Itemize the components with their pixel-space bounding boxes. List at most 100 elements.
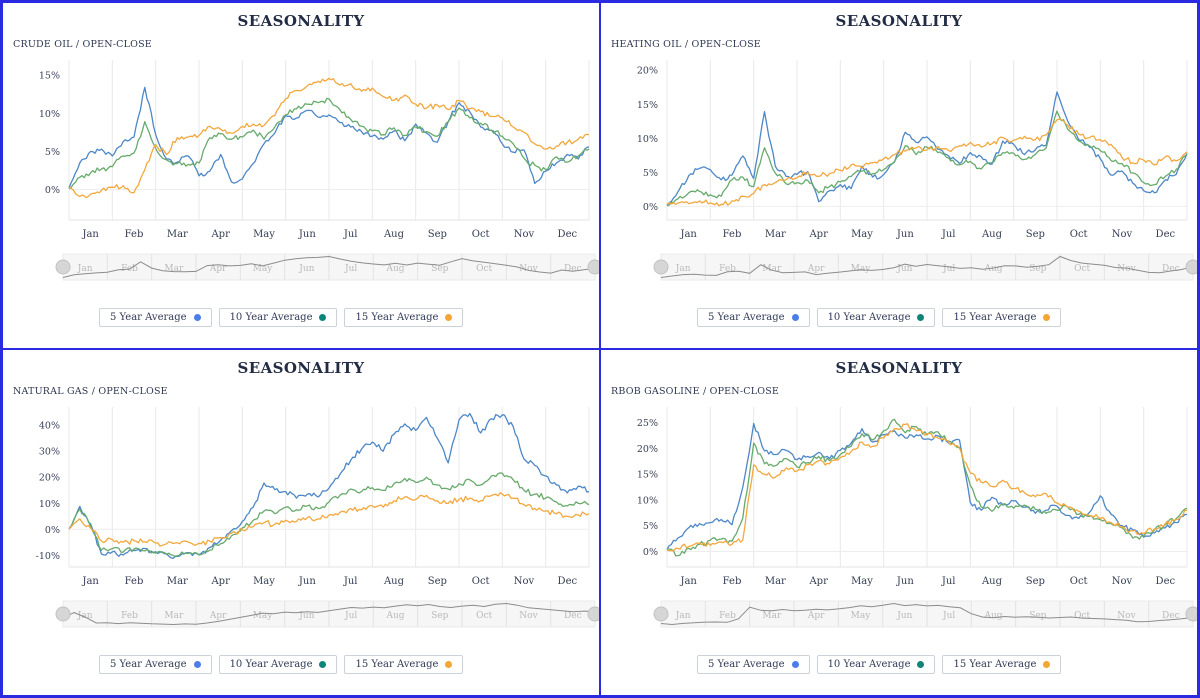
plot-area[interactable]: 0% 5% 10% 15% 20% Jan Feb Mar Apr May Jun Jul Aug Sep… — [601, 52, 1197, 250]
x-axis-label: Jun — [298, 576, 316, 587]
x-axis-label: Jul — [941, 229, 956, 240]
y-axis-label: -10% — [36, 551, 60, 562]
legend-label: 5 Year Average — [708, 659, 785, 670]
legend-button-5-year-average[interactable]: 5 Year Average — [697, 655, 810, 674]
navigator-month-label: Jun — [298, 611, 314, 621]
range-navigator[interactable]: Jan Feb Mar Apr May Jun Jul Aug Sep Oct Nov Dec — [3, 597, 599, 633]
legend-button-15-year-average[interactable]: 15 Year Average — [344, 308, 464, 327]
navigator-month-label: Nov — [519, 264, 538, 274]
series-line-15-year-average — [68, 77, 590, 199]
navigator-month-label: Aug — [983, 264, 1002, 274]
navigator-month-label: Nov — [519, 611, 538, 621]
legend-dot-icon — [193, 661, 201, 668]
y-axis-label: 10% — [39, 109, 60, 120]
navigator-month-label: May — [253, 611, 274, 621]
legend-button-10-year-average[interactable]: 10 Year Average — [816, 655, 936, 674]
y-axis-label: 15% — [39, 71, 60, 82]
navigator-svg[interactable]: Jan Feb Mar Apr May Jun Jul Aug Sep Oct Nov Dec — [601, 597, 1198, 633]
x-axis-label: Jul — [941, 576, 956, 587]
navigator-handle-right[interactable] — [587, 259, 600, 275]
navigator-handle-left[interactable] — [55, 259, 71, 275]
plot-area[interactable]: 0% 5% 10% 15% Jan Feb Mar Apr May Jun Jul Aug Sep Oct… — [3, 52, 599, 250]
x-axis-label: Oct — [1070, 576, 1088, 587]
navigator-month-label: May — [253, 264, 274, 274]
series-line-10-year-average — [68, 472, 590, 557]
chart-subtitle: NATURAL GAS / OPEN-CLOSE — [13, 386, 168, 397]
navigator-series-line — [62, 602, 596, 626]
seasonality-panel-rbob-gasoline: SEASONALITY RBOB GASOLINE / OPEN-CLOSE 0… — [600, 349, 1198, 696]
navigator-series-line — [660, 255, 1194, 278]
x-axis-label: Mar — [167, 576, 188, 587]
x-axis-label: Jul — [343, 576, 358, 587]
x-axis-label: Dec — [1156, 576, 1176, 587]
legend-dot-icon — [917, 661, 925, 668]
y-axis-label: 30% — [39, 447, 60, 458]
y-axis-label: 10% — [637, 495, 658, 506]
legend-label: 5 Year Average — [110, 659, 187, 670]
y-axis-label: 10% — [39, 499, 60, 510]
navigator-month-label: Aug — [983, 611, 1002, 621]
navigator-month-label: Oct — [1074, 264, 1090, 274]
legend-label: 10 Year Average — [229, 659, 313, 670]
x-axis-label: Jan — [679, 229, 697, 240]
navigator-svg[interactable]: Jan Feb Mar Apr May Jun Jul Aug Sep Oct Nov Dec — [3, 250, 600, 286]
x-axis-label: Aug — [981, 576, 1003, 587]
legend-button-10-year-average[interactable]: 10 Year Average — [218, 655, 338, 674]
legend-button-15-year-average[interactable]: 15 Year Average — [942, 655, 1062, 674]
legend-button-15-year-average[interactable]: 15 Year Average — [344, 655, 464, 674]
x-axis-label: Nov — [1112, 576, 1133, 587]
series-line-10-year-average — [68, 97, 590, 190]
x-axis-label: Dec — [558, 229, 578, 240]
seasonality-chart-svg: 0% 5% 10% 15% Jan Feb Mar Apr May Jun Jul Aug Sep Oct… — [39, 60, 590, 240]
navigator-handle-left[interactable] — [55, 606, 71, 622]
chart-subtitle: RBOB GASOLINE / OPEN-CLOSE — [611, 386, 780, 397]
legend-button-10-year-average[interactable]: 10 Year Average — [816, 308, 936, 327]
navigator-month-label: Sep — [1029, 611, 1046, 621]
x-axis-label: Apr — [808, 229, 828, 240]
legend-button-5-year-average[interactable]: 5 Year Average — [99, 308, 212, 327]
navigator-month-label: Feb — [719, 611, 736, 621]
x-axis-label: Aug — [383, 229, 405, 240]
range-navigator[interactable]: Jan Feb Mar Apr May Jun Jul Aug Sep Oct Nov Dec — [3, 250, 599, 286]
range-navigator[interactable]: Jan Feb Mar Apr May Jun Jul Aug Sep Oct Nov Dec — [601, 250, 1197, 286]
range-navigator[interactable]: Jan Feb Mar Apr May Jun Jul Aug Sep Oct Nov Dec — [601, 597, 1197, 633]
navigator-handle-right[interactable] — [1185, 606, 1198, 622]
navigator-month-label: May — [851, 264, 872, 274]
navigator-svg[interactable]: Jan Feb Mar Apr May Jun Jul Aug Sep Oct Nov Dec — [601, 250, 1198, 286]
chart-title: SEASONALITY — [835, 12, 963, 30]
navigator-month-label: Apr — [807, 611, 825, 621]
legend-dot-icon — [445, 314, 453, 321]
x-axis-label: Apr — [210, 229, 230, 240]
chart-title: SEASONALITY — [237, 359, 365, 377]
navigator-month-label: Sep — [431, 264, 448, 274]
navigator-month-label: Jun — [896, 264, 912, 274]
legend-button-10-year-average[interactable]: 10 Year Average — [218, 308, 338, 327]
navigator-handle-right[interactable] — [587, 606, 600, 622]
y-axis-label: 15% — [637, 100, 658, 111]
y-axis-label: 40% — [39, 421, 60, 432]
navigator-handle-right[interactable] — [1185, 259, 1198, 275]
x-axis-label: Oct — [1070, 229, 1088, 240]
legend: 5 Year Average 10 Year Average 15 Year Ave… — [697, 308, 1197, 327]
legend-button-15-year-average[interactable]: 15 Year Average — [942, 308, 1062, 327]
navigator-month-label: Aug — [385, 264, 404, 274]
legend-button-5-year-average[interactable]: 5 Year Average — [99, 655, 212, 674]
legend: 5 Year Average 10 Year Average 15 Year Ave… — [99, 655, 599, 674]
navigator-month-label: Jun — [298, 264, 314, 274]
x-axis-label: Feb — [723, 576, 742, 587]
navigator-handle-left[interactable] — [653, 606, 669, 622]
x-axis-label: Dec — [558, 576, 578, 587]
x-axis-label: Oct — [472, 229, 490, 240]
plot-area[interactable]: 0% 5% 10% 15% 20% 25% Jan Feb Mar Apr May Jun Jul Aug… — [601, 399, 1197, 597]
navigator-series-line — [660, 602, 1194, 626]
x-axis-label: Nov — [514, 576, 535, 587]
navigator-svg[interactable]: Jan Feb Mar Apr May Jun Jul Aug Sep Oct Nov Dec — [3, 597, 600, 633]
navigator-handle-left[interactable] — [653, 259, 669, 275]
plot-area[interactable]: -10% 0% 10% 20% 30% 40% Jan Feb Mar Apr May Jun Jul A… — [3, 399, 599, 597]
navigator-month-label: Mar — [164, 611, 184, 621]
legend-dot-icon — [917, 314, 925, 321]
x-axis-label: Feb — [125, 576, 144, 587]
legend-button-5-year-average[interactable]: 5 Year Average — [697, 308, 810, 327]
navigator-month-label: Jul — [344, 264, 357, 274]
